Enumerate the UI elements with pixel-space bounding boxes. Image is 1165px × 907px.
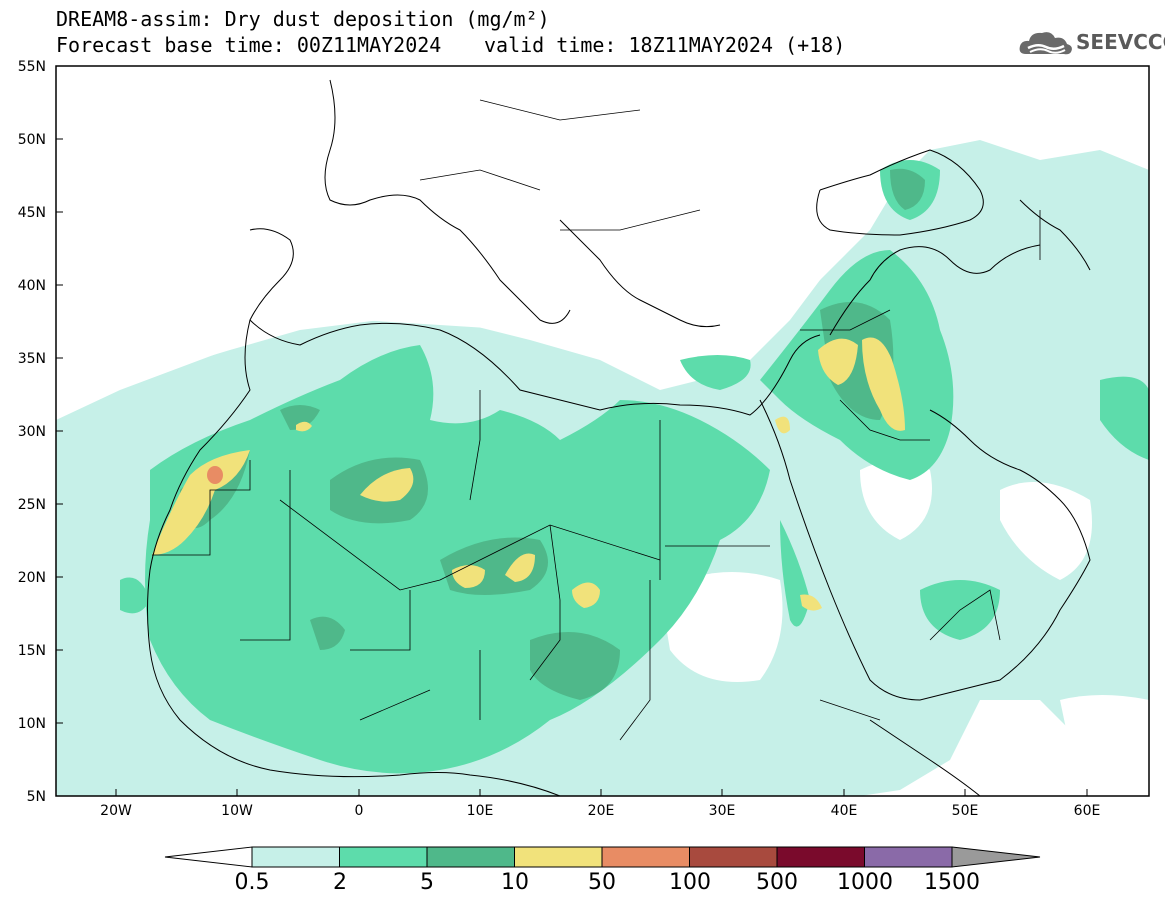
valid-time: valid time: 18Z11MAY2024 (+18)	[484, 33, 846, 57]
colorbar-high-arrow	[951, 846, 1041, 868]
lat-label: 40N	[18, 278, 46, 294]
axis-ticks	[56, 65, 1088, 796]
lat-label: 50N	[18, 132, 46, 148]
colorbar-label: 2	[333, 870, 347, 895]
lon-label: 20E	[588, 803, 615, 819]
colorbar-label: 500	[756, 870, 798, 895]
colorbar-cell	[339, 846, 428, 868]
colorbar-label: 100	[669, 870, 711, 895]
lat-label: 45N	[18, 205, 46, 221]
country-borders	[152, 99, 1041, 741]
colorbar-label: 1000	[837, 870, 893, 895]
lat-label: 25N	[18, 497, 46, 513]
colorbar-cell	[514, 846, 603, 868]
lat-label: 5N	[27, 789, 46, 805]
latitude-labels: 55N 50N 45N 40N 35N 30N 25N 20N 15N 10N …	[18, 59, 46, 805]
logo-text: SEEVCCC	[1076, 30, 1165, 54]
lon-label: 20W	[100, 803, 132, 819]
lat-label: 10N	[18, 716, 46, 732]
colorbar-cell	[426, 846, 515, 868]
lon-label: 0	[355, 803, 364, 819]
colorbar-cell	[864, 846, 953, 868]
coastlines	[147, 79, 1091, 796]
lon-label: 10E	[467, 803, 494, 819]
lat-label: 35N	[18, 351, 46, 367]
lat-label: 15N	[18, 643, 46, 659]
colorbar-label: 1500	[924, 870, 980, 895]
forecast-base-time: Forecast base time: 00Z11MAY2024	[56, 33, 442, 57]
colorbar	[164, 846, 1041, 868]
map-title: DREAM8-assim: Dry dust deposition (mg/m²…	[56, 7, 550, 31]
dust-fields	[56, 66, 1149, 796]
colorbar-label: 5	[420, 870, 434, 895]
cloud-icon	[1019, 32, 1072, 55]
colorbar-cell	[689, 846, 778, 868]
colorbar-label: 0.5	[234, 870, 270, 895]
lat-label: 55N	[18, 59, 46, 75]
colorbar-label: 10	[501, 870, 529, 895]
lon-label: 60E	[1074, 803, 1101, 819]
colorbar-label: 50	[588, 870, 616, 895]
longitude-labels: 20W 10W 0 10E 20E 30E 40E 50E 60E	[100, 803, 1100, 819]
colorbar-cells	[251, 846, 953, 868]
seevccc-logo: SEEVCCC	[1018, 28, 1165, 58]
colorbar-cell	[601, 846, 690, 868]
lon-label: 50E	[952, 803, 979, 819]
colorbar-cell	[251, 846, 340, 868]
colorbar-low-arrow	[164, 846, 253, 868]
lat-label: 30N	[18, 424, 46, 440]
dust-level-50	[207, 466, 223, 484]
dust-level-10	[152, 337, 905, 611]
lon-label: 30E	[709, 803, 736, 819]
lat-label: 20N	[18, 570, 46, 586]
colorbar-cell	[776, 846, 865, 868]
lon-label: 40E	[831, 803, 858, 819]
lon-label: 10W	[221, 803, 253, 819]
